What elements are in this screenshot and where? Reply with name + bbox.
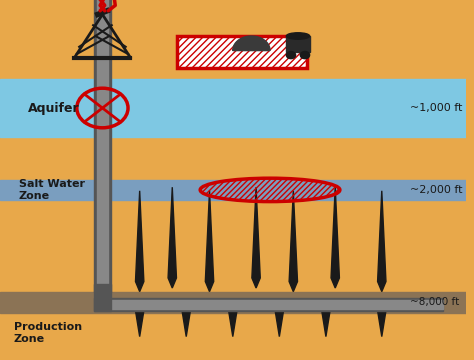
Circle shape: [301, 51, 310, 59]
Text: ~1,000 ft: ~1,000 ft: [410, 103, 462, 113]
Polygon shape: [136, 191, 144, 292]
Polygon shape: [252, 187, 260, 288]
Bar: [94, 0, 110, 292]
Polygon shape: [136, 308, 144, 337]
Text: Aquifer: Aquifer: [28, 102, 80, 114]
Polygon shape: [331, 187, 339, 288]
Polygon shape: [322, 308, 330, 337]
Polygon shape: [275, 308, 283, 337]
Bar: [0, 79, 465, 137]
Bar: [94, 298, 444, 310]
Circle shape: [286, 51, 296, 59]
Polygon shape: [228, 308, 237, 337]
Text: Salt Water
Zone: Salt Water Zone: [18, 179, 85, 201]
Polygon shape: [182, 308, 191, 337]
Text: ~8,000 ft: ~8,000 ft: [410, 297, 459, 307]
Bar: [97, 300, 444, 309]
Bar: [94, 284, 110, 310]
Bar: [97, 0, 108, 292]
Polygon shape: [233, 36, 270, 50]
Polygon shape: [289, 191, 298, 292]
Polygon shape: [168, 187, 176, 288]
Bar: [0, 292, 465, 313]
Polygon shape: [205, 191, 214, 292]
Ellipse shape: [286, 33, 310, 39]
Bar: [286, 36, 310, 52]
Bar: [177, 36, 307, 68]
Bar: [0, 180, 465, 200]
Polygon shape: [378, 308, 386, 337]
Text: ~2,000 ft: ~2,000 ft: [410, 185, 462, 195]
Bar: [177, 36, 307, 68]
Text: Production
Zone: Production Zone: [14, 322, 82, 344]
Bar: [177, 36, 307, 68]
Polygon shape: [378, 191, 386, 292]
